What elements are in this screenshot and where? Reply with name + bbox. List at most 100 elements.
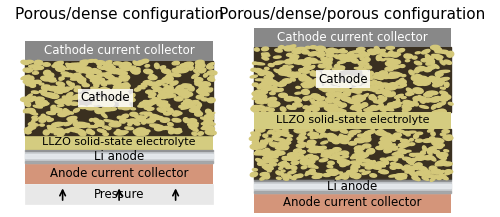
Ellipse shape bbox=[275, 49, 282, 52]
Ellipse shape bbox=[380, 158, 387, 161]
Ellipse shape bbox=[356, 55, 360, 57]
Ellipse shape bbox=[275, 151, 285, 155]
Ellipse shape bbox=[149, 82, 156, 85]
Ellipse shape bbox=[426, 91, 438, 95]
Ellipse shape bbox=[304, 128, 310, 131]
Ellipse shape bbox=[90, 79, 97, 82]
Ellipse shape bbox=[93, 69, 98, 73]
Ellipse shape bbox=[394, 86, 403, 88]
Ellipse shape bbox=[291, 161, 299, 165]
Ellipse shape bbox=[422, 77, 428, 81]
Ellipse shape bbox=[266, 148, 270, 151]
Ellipse shape bbox=[288, 54, 296, 58]
Ellipse shape bbox=[28, 65, 40, 68]
Ellipse shape bbox=[363, 72, 368, 74]
Ellipse shape bbox=[309, 148, 316, 151]
Ellipse shape bbox=[168, 130, 174, 134]
Ellipse shape bbox=[186, 119, 194, 122]
Ellipse shape bbox=[324, 69, 330, 75]
Ellipse shape bbox=[326, 48, 334, 51]
Ellipse shape bbox=[373, 76, 380, 79]
Ellipse shape bbox=[386, 61, 396, 67]
Ellipse shape bbox=[410, 138, 414, 141]
Ellipse shape bbox=[260, 177, 265, 180]
Ellipse shape bbox=[389, 72, 400, 76]
Ellipse shape bbox=[164, 127, 175, 131]
Ellipse shape bbox=[304, 58, 311, 61]
Ellipse shape bbox=[331, 87, 340, 91]
Ellipse shape bbox=[402, 75, 406, 77]
Ellipse shape bbox=[380, 59, 385, 61]
Ellipse shape bbox=[43, 63, 51, 66]
Ellipse shape bbox=[61, 88, 70, 90]
Ellipse shape bbox=[333, 82, 343, 85]
Ellipse shape bbox=[72, 94, 81, 100]
Ellipse shape bbox=[432, 64, 439, 68]
Ellipse shape bbox=[110, 108, 116, 110]
Ellipse shape bbox=[396, 81, 404, 85]
Ellipse shape bbox=[306, 143, 314, 148]
Ellipse shape bbox=[332, 104, 337, 107]
Ellipse shape bbox=[204, 119, 214, 125]
Ellipse shape bbox=[196, 89, 207, 94]
Ellipse shape bbox=[402, 97, 406, 99]
Ellipse shape bbox=[442, 95, 446, 97]
Ellipse shape bbox=[406, 133, 410, 136]
Ellipse shape bbox=[310, 146, 320, 149]
Ellipse shape bbox=[332, 171, 338, 173]
Ellipse shape bbox=[252, 62, 257, 64]
Ellipse shape bbox=[338, 54, 347, 58]
Ellipse shape bbox=[270, 162, 276, 166]
Ellipse shape bbox=[251, 106, 260, 112]
Ellipse shape bbox=[379, 71, 388, 76]
Ellipse shape bbox=[316, 127, 324, 133]
Ellipse shape bbox=[376, 162, 386, 165]
Ellipse shape bbox=[56, 110, 62, 112]
Ellipse shape bbox=[441, 95, 450, 100]
Ellipse shape bbox=[376, 105, 384, 109]
Ellipse shape bbox=[258, 161, 265, 165]
Ellipse shape bbox=[208, 63, 214, 66]
Ellipse shape bbox=[40, 124, 44, 126]
Ellipse shape bbox=[48, 119, 53, 122]
Ellipse shape bbox=[134, 68, 140, 72]
Ellipse shape bbox=[24, 108, 35, 113]
Ellipse shape bbox=[340, 174, 347, 179]
Ellipse shape bbox=[30, 112, 38, 115]
Ellipse shape bbox=[254, 93, 262, 96]
Ellipse shape bbox=[198, 132, 203, 135]
Ellipse shape bbox=[261, 89, 268, 91]
Ellipse shape bbox=[39, 90, 46, 93]
Ellipse shape bbox=[360, 62, 369, 65]
Ellipse shape bbox=[178, 68, 188, 73]
Ellipse shape bbox=[350, 89, 356, 92]
Ellipse shape bbox=[95, 99, 104, 103]
Ellipse shape bbox=[300, 74, 306, 78]
Ellipse shape bbox=[48, 127, 56, 130]
Ellipse shape bbox=[111, 121, 118, 125]
Ellipse shape bbox=[432, 142, 440, 147]
Ellipse shape bbox=[280, 67, 291, 72]
Ellipse shape bbox=[442, 130, 450, 133]
Ellipse shape bbox=[312, 133, 318, 136]
Ellipse shape bbox=[352, 81, 361, 85]
Ellipse shape bbox=[88, 105, 93, 107]
Ellipse shape bbox=[350, 106, 356, 109]
Ellipse shape bbox=[296, 60, 305, 64]
Ellipse shape bbox=[42, 85, 50, 90]
Ellipse shape bbox=[262, 159, 272, 163]
Ellipse shape bbox=[131, 68, 136, 72]
Ellipse shape bbox=[427, 149, 432, 151]
Ellipse shape bbox=[286, 46, 290, 48]
Ellipse shape bbox=[280, 81, 283, 85]
Ellipse shape bbox=[154, 63, 159, 69]
Ellipse shape bbox=[350, 156, 357, 159]
Ellipse shape bbox=[440, 109, 446, 113]
Ellipse shape bbox=[158, 101, 168, 103]
Ellipse shape bbox=[182, 84, 192, 86]
Ellipse shape bbox=[330, 72, 338, 77]
Ellipse shape bbox=[122, 83, 128, 86]
Ellipse shape bbox=[61, 72, 68, 75]
Ellipse shape bbox=[49, 79, 56, 82]
Ellipse shape bbox=[436, 171, 443, 174]
